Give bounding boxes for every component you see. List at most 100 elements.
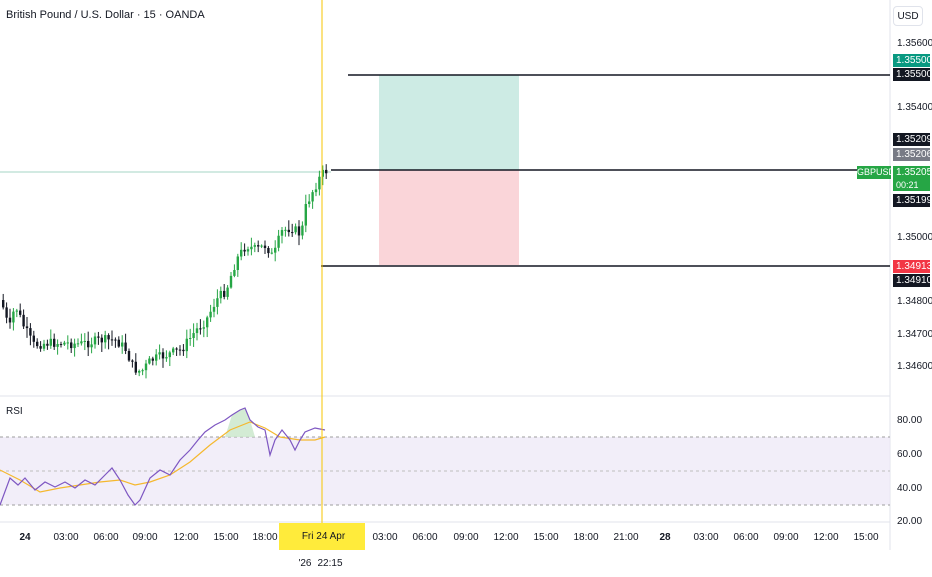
price-label: 1.35206 (893, 148, 932, 161)
candle-body (134, 361, 137, 373)
candle-body (83, 340, 86, 342)
time-tick: 09:00 (773, 532, 799, 543)
candle-body (233, 269, 236, 276)
candle-body (59, 344, 63, 346)
time-tick: 03:00 (693, 532, 719, 543)
chart-title: British Pound / U.S. Dollar · 15 · OANDA (6, 9, 205, 21)
rsi-title[interactable]: RSI (6, 406, 23, 417)
candle-body (308, 201, 311, 204)
candle-body (73, 343, 76, 349)
candle-body (195, 328, 199, 334)
candle-body (321, 169, 324, 177)
candle-body (240, 249, 243, 257)
candle-body (199, 328, 202, 330)
time-tick: 12:00 (493, 532, 519, 543)
candle-body (226, 287, 229, 297)
price-tick: 1.35000 (897, 232, 932, 243)
candle-body (175, 348, 178, 350)
candlestick-series[interactable] (2, 164, 328, 379)
candle-body (110, 339, 114, 341)
profit-zone[interactable] (379, 75, 519, 170)
candle-body (202, 327, 205, 329)
candle-body (8, 317, 12, 323)
candle-body (127, 351, 131, 361)
candle-body (223, 290, 226, 297)
candle-body (209, 311, 212, 318)
time-tick: 24 (19, 532, 31, 543)
candle-body (253, 245, 256, 247)
candle-body (291, 232, 294, 234)
time-tick: 09:00 (453, 532, 479, 543)
time-tick: 03:00 (372, 532, 398, 543)
candle-body (25, 326, 29, 329)
time-tick: 12:00 (813, 532, 839, 543)
time-tick: 21:00 (613, 532, 639, 543)
candle-body (277, 235, 280, 248)
candle-body (263, 245, 267, 249)
candle-body (284, 229, 287, 231)
time-tick: 15:00 (213, 532, 239, 543)
rsi-tick: 60.00 (897, 449, 923, 460)
candle-body (165, 357, 168, 359)
candle-body (168, 352, 171, 358)
candle-body (257, 245, 260, 247)
candle-body (301, 225, 304, 236)
candle-body (250, 246, 253, 250)
time-tick: 28 (659, 532, 671, 543)
crosshair-time-label: Fri 24 Apr '26 22:15 (279, 523, 365, 569)
candle-body (229, 275, 233, 288)
candle-body (189, 337, 192, 339)
time-tick: 15:00 (853, 532, 879, 543)
candle-body (141, 370, 144, 372)
candle-body (80, 341, 83, 344)
candle-body (155, 354, 158, 361)
candle-body (42, 343, 46, 349)
take-profit-label-green[interactable]: 1.35500 (893, 54, 932, 67)
loss-zone[interactable] (379, 170, 519, 265)
candle-body (311, 192, 314, 202)
currency-button[interactable]: USD (893, 6, 923, 26)
candle-body (172, 348, 175, 353)
candle-body (124, 342, 127, 352)
candle-body (219, 290, 222, 299)
candle-body (90, 344, 93, 348)
candle-body (46, 343, 49, 346)
candle-body (270, 252, 273, 254)
candle-body (236, 256, 239, 270)
rsi-tick: 20.00 (897, 516, 923, 527)
candle-body (267, 248, 270, 254)
stop-loss-label[interactable]: 1.34910 (893, 274, 932, 287)
candle-body (206, 317, 209, 328)
candle-body (287, 229, 290, 233)
candle-body (294, 226, 297, 233)
time-tick: 18:00 (573, 532, 599, 543)
symbol-tag: GBPUSD (857, 166, 896, 179)
last-price-label: 1.35205 (893, 166, 932, 179)
candle-body (36, 341, 39, 347)
rsi-line (0, 407, 326, 506)
candle-body (280, 230, 284, 236)
bar-countdown: 00:21 (893, 179, 930, 191)
candle-body (15, 310, 18, 312)
candle-body (182, 349, 185, 352)
take-profit-label[interactable]: 1.35500 (893, 68, 932, 81)
candle-body (243, 249, 246, 252)
candle-body (117, 339, 120, 347)
candle-body (178, 349, 182, 351)
price-tick: 1.34700 (897, 329, 932, 340)
price-tick: 1.35600 (897, 38, 932, 49)
candle-body (19, 310, 22, 315)
candle-body (29, 328, 32, 336)
candle-body (76, 343, 80, 345)
candle-body (5, 307, 8, 318)
crosshair-time: 22:15 (317, 558, 343, 569)
stop-loss-label-red[interactable]: 1.34913 (893, 260, 932, 273)
time-tick: 18:00 (252, 532, 278, 543)
price-label: 1.35209 (893, 133, 932, 146)
candle-body (97, 336, 100, 338)
candle-body (246, 249, 250, 252)
candle-body (318, 176, 321, 190)
candle-body (107, 335, 110, 340)
chart-canvas[interactable] (0, 0, 932, 550)
time-tick: 09:00 (132, 532, 158, 543)
